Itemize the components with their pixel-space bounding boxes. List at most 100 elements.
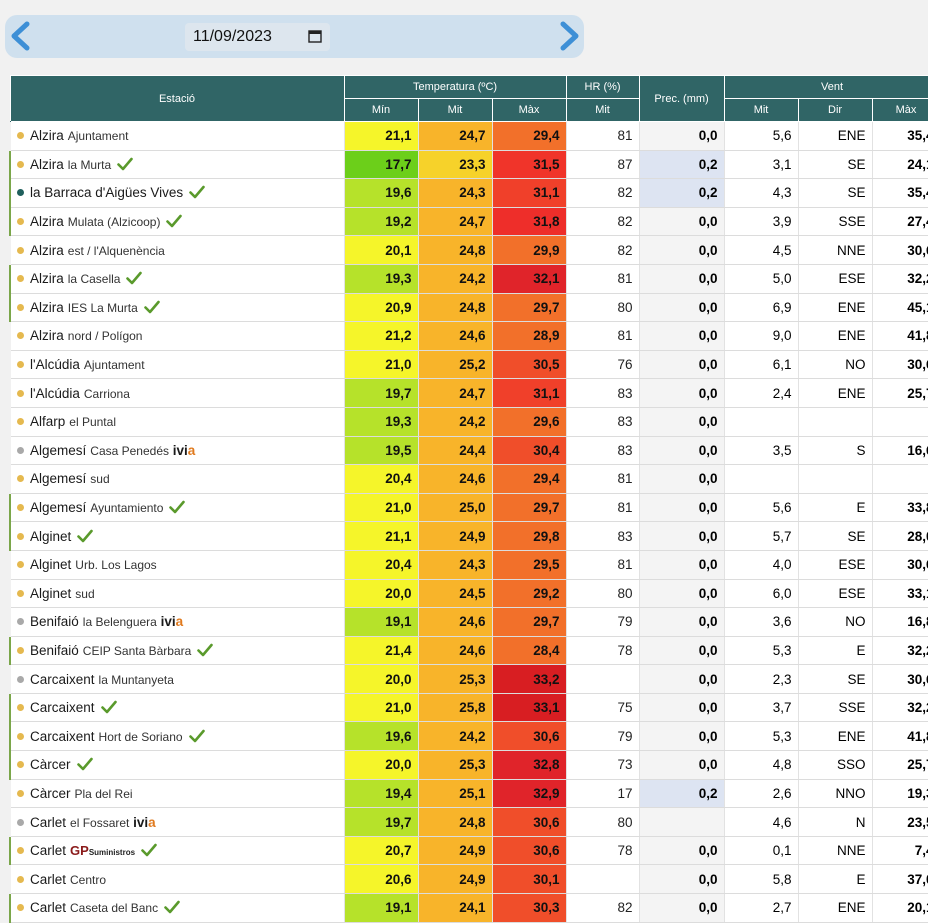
station-cell[interactable]: l'Alcúdia Carriona bbox=[10, 378, 345, 408]
header-wind-max[interactable]: Màx bbox=[871, 98, 928, 122]
header-temperature[interactable]: Temperatura (ºC) bbox=[343, 75, 567, 99]
table-row[interactable]: la Barraca d'Aigües Vives 19,6 24,3 31,1 82 0… bbox=[9, 178, 928, 208]
header-temp-min[interactable]: Mín bbox=[343, 98, 419, 122]
station-cell[interactable]: Benifaió la Belenguera ivia bbox=[10, 607, 345, 637]
previous-day-arrow-icon[interactable] bbox=[7, 21, 35, 51]
station-cell[interactable]: Alzira IES La Murta bbox=[9, 293, 345, 323]
station-cell[interactable]: Carlet Caseta del Banc bbox=[9, 893, 345, 923]
table-row[interactable]: Alfarp el Puntal 19,3 24,2 29,6 83 0,0 bbox=[10, 407, 928, 437]
station-cell[interactable]: Benifaió CEIP Santa Bàrbara bbox=[9, 636, 345, 666]
date-input[interactable]: 11/09/2023 bbox=[185, 23, 330, 51]
station-status-dot bbox=[17, 132, 24, 140]
station-cell[interactable]: Alzira est / l'Alquenència bbox=[10, 235, 345, 265]
precipitation-cell: 0,0 bbox=[639, 750, 725, 780]
table-row[interactable]: Algemesí sud 20,4 24,6 29,4 81 0,0 bbox=[10, 464, 928, 494]
table-row[interactable]: Alzira Ajuntament 21,1 24,7 29,4 81 0,0 5,6 ENE 3… bbox=[10, 121, 928, 151]
next-day-arrow-icon[interactable] bbox=[555, 21, 583, 51]
table-row[interactable]: Carlet GPSuministros 20,7 24,9 30,6 78 0,0 0,1 N… bbox=[9, 836, 928, 866]
station-cell[interactable]: Alzira la Casella bbox=[9, 264, 345, 294]
header-wind-mit[interactable]: Mit bbox=[723, 98, 799, 122]
table-row[interactable]: Càrcer Pla del Rei 19,4 25,1 32,9 17 0,2 2,6 NNO… bbox=[10, 779, 928, 809]
station-cell[interactable]: Carlet Centro bbox=[10, 864, 345, 895]
table-row[interactable]: Alzira IES La Murta 20,9 24,8 29,7 80 0,0 6,9 EN… bbox=[9, 293, 928, 323]
station-cell[interactable]: Alginet sud bbox=[10, 579, 345, 609]
station-cell[interactable]: Càrcer bbox=[9, 750, 345, 780]
ivia-logo-icon: ivia bbox=[133, 814, 156, 830]
temp-max-cell: 30,6 bbox=[492, 721, 567, 752]
table-row[interactable]: Algemesí Ayuntamiento 21,0 25,0 29,7 81 0,0 5,6… bbox=[9, 493, 928, 523]
table-row[interactable]: Benifaió CEIP Santa Bàrbara 21,4 24,6 28,4 78… bbox=[9, 636, 928, 666]
table-row[interactable]: Alzira Mulata (Alzicoop) 19,2 24,7 31,8 82 0,0… bbox=[9, 207, 928, 237]
station-cell[interactable]: Alzira Mulata (Alzicoop) bbox=[9, 207, 345, 237]
station-cell[interactable]: Alzira la Murta bbox=[9, 150, 345, 180]
wind-mit-cell: 5,8 bbox=[724, 864, 799, 895]
station-cell[interactable]: Algemesí Ayuntamiento bbox=[9, 493, 345, 523]
temp-mit-cell: 24,7 bbox=[418, 378, 493, 408]
table-row[interactable]: Benifaió la Belenguera ivia 19,1 24,6 29,7 79… bbox=[10, 607, 928, 637]
station-cell[interactable]: Alfarp el Puntal bbox=[10, 407, 345, 437]
station-cell[interactable]: l'Alcúdia Ajuntament bbox=[10, 350, 345, 380]
wind-mit-cell bbox=[724, 407, 799, 437]
temp-min-cell: 19,1 bbox=[344, 607, 419, 637]
table-row[interactable]: Alzira la Casella 19,3 24,2 32,1 81 0,0 5,0 ESE 3… bbox=[9, 264, 928, 294]
header-wind-dir[interactable]: Dir bbox=[797, 98, 873, 122]
header-hr-mit[interactable]: Mit bbox=[565, 98, 640, 122]
station-location: est / l'Alquenència bbox=[67, 243, 165, 258]
station-cell[interactable]: Carcaixent Hort de Soriano bbox=[9, 721, 345, 752]
table-row[interactable]: l'Alcúdia Carriona 19,7 24,7 31,1 83 0,0 2,4 ENE… bbox=[10, 378, 928, 408]
station-cell[interactable]: Carlet GPSuministros bbox=[9, 836, 345, 866]
header-temp-max[interactable]: Màx bbox=[491, 98, 567, 122]
station-name: l'Alcúdia bbox=[30, 357, 80, 373]
wind-dir-cell: N bbox=[798, 807, 873, 837]
table-row[interactable]: Carlet el Fossaret ivia 19,7 24,8 30,6 80 4,6 N… bbox=[10, 807, 928, 837]
table-row[interactable]: Alginet Urb. Los Lagos 20,4 24,3 29,5 81 0,0 4,… bbox=[10, 550, 928, 580]
wind-mit-cell: 4,6 bbox=[724, 807, 799, 837]
station-cell[interactable]: la Barraca d'Aigües Vives bbox=[9, 178, 345, 208]
table-row[interactable]: l'Alcúdia Ajuntament 21,0 25,2 30,5 76 0,0 6,1 N… bbox=[10, 350, 928, 380]
temp-min-cell: 19,3 bbox=[344, 407, 419, 437]
wind-max-cell: 19,3 bbox=[872, 779, 928, 809]
table-row[interactable]: Algemesí Casa Penedés ivia 19,5 24,4 30,4 83 0… bbox=[10, 436, 928, 466]
temp-max-cell: 29,7 bbox=[492, 293, 567, 323]
station-cell[interactable]: Algemesí Casa Penedés ivia bbox=[10, 436, 345, 466]
table-row[interactable]: Carcaixent Hort de Soriano 19,6 24,2 30,6 79 0… bbox=[9, 721, 928, 752]
station-cell[interactable]: Alzira nord / Polígon bbox=[10, 321, 345, 351]
table-row[interactable]: Carcaixent la Muntanyeta 20,0 25,3 33,2 0,0 2,… bbox=[10, 664, 928, 694]
station-cell[interactable]: Alginet Urb. Los Lagos bbox=[10, 550, 345, 580]
station-cell[interactable]: Alginet bbox=[9, 521, 345, 551]
header-station[interactable]: Estació bbox=[9, 75, 345, 122]
station-status-dot bbox=[17, 904, 24, 912]
table-row[interactable]: Alzira nord / Polígon 21,2 24,6 28,9 81 0,0 9,0… bbox=[10, 321, 928, 351]
header-humidity[interactable]: HR (%) bbox=[565, 75, 640, 99]
humidity-cell: 79 bbox=[566, 721, 640, 752]
station-cell[interactable]: Carlet el Fossaret ivia bbox=[10, 807, 345, 837]
wind-dir-cell: ENE bbox=[798, 321, 873, 351]
header-temp-mit[interactable]: Mit bbox=[417, 98, 493, 122]
temp-mit-cell: 24,6 bbox=[418, 464, 493, 494]
temp-max-cell: 29,7 bbox=[492, 493, 567, 523]
station-cell[interactable]: Alzira Ajuntament bbox=[10, 121, 345, 151]
calendar-icon[interactable] bbox=[308, 29, 322, 43]
temp-min-cell: 19,3 bbox=[344, 264, 419, 294]
station-cell[interactable]: Carcaixent la Muntanyeta bbox=[10, 664, 345, 694]
wind-max-cell: 27,4 bbox=[872, 207, 928, 237]
station-cell[interactable]: Càrcer Pla del Rei bbox=[10, 779, 345, 809]
table-row[interactable]: Carlet Caseta del Banc 19,1 24,1 30,3 82 0,0 2,… bbox=[9, 893, 928, 923]
station-cell[interactable]: Algemesí sud bbox=[10, 464, 345, 494]
humidity-cell: 78 bbox=[566, 836, 640, 866]
station-name: Carcaixent bbox=[30, 671, 95, 687]
header-precipitation[interactable]: Prec. (mm) bbox=[638, 75, 725, 122]
header-wind[interactable]: Vent bbox=[723, 75, 928, 99]
temp-max-cell: 33,2 bbox=[492, 664, 567, 694]
table-row[interactable]: Alzira est / l'Alquenència 20,1 24,8 29,9 82 0… bbox=[10, 235, 928, 265]
temp-min-cell: 20,4 bbox=[344, 550, 419, 580]
station-cell[interactable]: Carcaixent bbox=[9, 693, 345, 723]
wind-dir-cell: SE bbox=[798, 664, 873, 694]
station-location: la Casella bbox=[67, 272, 121, 287]
